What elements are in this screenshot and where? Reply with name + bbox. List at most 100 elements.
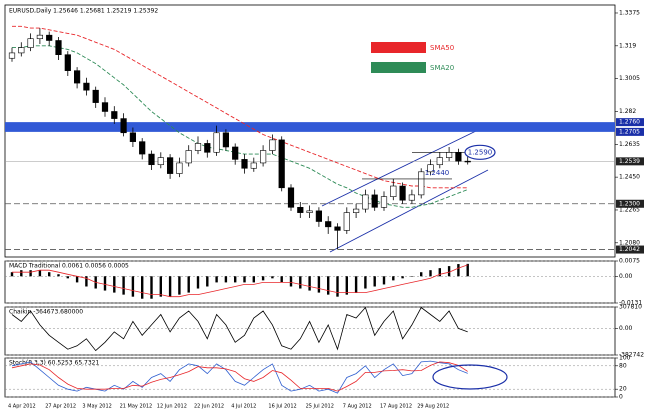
y-tick-label: -382742 (619, 352, 644, 359)
candle-body (297, 207, 304, 213)
candle-body (55, 40, 62, 55)
candle-body (148, 153, 155, 166)
annotation-circle (464, 144, 496, 160)
x-tick-label: 4 Jul 2012 (231, 404, 256, 410)
x-tick-label: 22 Jun 2012 (194, 404, 224, 410)
x-tick-label: 16 Jul 2012 (268, 404, 296, 410)
annotation-label: 1.2590 (468, 148, 493, 156)
legend-swatch (371, 42, 426, 53)
stoch-highlight (432, 364, 508, 390)
candle-body (74, 70, 81, 84)
histogram-bar (299, 276, 302, 289)
channel (321, 130, 489, 253)
histogram-bar (57, 274, 60, 277)
y-tick-label: 1.2080 (619, 239, 640, 246)
histogram-bar (113, 276, 116, 293)
price-box (616, 127, 644, 136)
candle-body (120, 118, 127, 134)
panel-title: Chaikin -364673.680000 (9, 309, 83, 316)
histogram-bar (187, 276, 190, 293)
candle-body (64, 54, 71, 71)
histogram-bar (178, 276, 181, 295)
histogram-bar (206, 276, 209, 287)
histogram-bar (364, 276, 367, 289)
candle-body (18, 47, 25, 54)
histogram-bar (29, 270, 32, 277)
x-tick-label: 4 Apr 2012 (8, 404, 36, 410)
candle-body (418, 171, 425, 196)
price-box-label: 1.2042 (619, 246, 640, 253)
candle-body (455, 151, 462, 162)
candle-body (334, 226, 341, 231)
moving-average (12, 45, 468, 208)
histogram-bar (457, 264, 460, 277)
candle-body (343, 212, 350, 231)
histogram-bar (122, 276, 125, 295)
y-tick-label: 20 (619, 386, 627, 393)
candle-body (167, 157, 174, 174)
x-tick-label: 29 Aug 2012 (417, 404, 449, 410)
candle-body (380, 196, 388, 208)
histogram-bar (150, 276, 153, 299)
indicator-line (11, 306, 468, 352)
y-tick-label: 0.0075 (619, 258, 640, 265)
y-tick-label: 0 (619, 394, 623, 401)
price-box (616, 118, 644, 127)
panel-frames (4, 4, 616, 398)
y-tick-label: 1.319 (619, 42, 636, 49)
candle-body (27, 38, 34, 48)
histogram-bar (308, 276, 311, 291)
histogram-bar (466, 263, 469, 277)
indicator-line (11, 361, 468, 392)
candle-body (362, 194, 369, 210)
histogram-bar (243, 276, 246, 283)
channel-lower (329, 169, 489, 253)
indicator-line (11, 360, 468, 394)
candle-body (399, 185, 406, 201)
candle-body (46, 34, 53, 41)
candle-body (464, 160, 471, 163)
candle-body (194, 143, 202, 151)
histogram-bar (159, 276, 162, 297)
histogram-bar (420, 272, 423, 277)
histogram-bar (401, 276, 404, 279)
candle-body (83, 82, 90, 91)
candle-body (185, 150, 192, 164)
histogram-bar (438, 268, 441, 277)
x-tick-label: 7 Aug 2012 (343, 404, 372, 410)
y-tick-label: 0.00 (619, 325, 633, 332)
candle-body (8, 52, 16, 59)
histogram-bar (447, 266, 451, 277)
histogram-bar (429, 270, 432, 277)
price-box (616, 157, 644, 166)
x-tick-label: 21 May 2012 (120, 404, 153, 410)
candle-body (101, 102, 109, 112)
histogram-bar (85, 276, 88, 287)
price-box-label: 1.2705 (619, 128, 640, 135)
x-tick-label: 3 May 2012 (82, 404, 111, 410)
channel-upper (321, 130, 477, 207)
candle-body (92, 89, 99, 103)
price-box (616, 245, 644, 254)
y-tick-label: 1.282 (619, 108, 636, 115)
price-box-label: 1.2539 (619, 158, 640, 165)
candle-body (241, 159, 248, 169)
chaikin-panel (4, 306, 616, 356)
legend-swatch (371, 62, 426, 73)
candle-body (259, 150, 267, 164)
candle-body (111, 111, 118, 119)
candle-body (390, 185, 397, 197)
candle-body (232, 146, 239, 160)
histogram-bar (141, 276, 144, 299)
panel-title: MACD Traditional 0.0061 0.0056 0.0005 (9, 263, 129, 270)
candle-body (204, 143, 211, 153)
price-box-label: 1.2300 (619, 200, 640, 207)
histogram-bar (382, 276, 386, 285)
histogram-bar (392, 276, 395, 281)
price-box (616, 199, 644, 208)
candle-body (306, 210, 313, 213)
histogram-bar (289, 276, 293, 287)
candle-body (139, 141, 146, 155)
candle-body (176, 162, 183, 174)
